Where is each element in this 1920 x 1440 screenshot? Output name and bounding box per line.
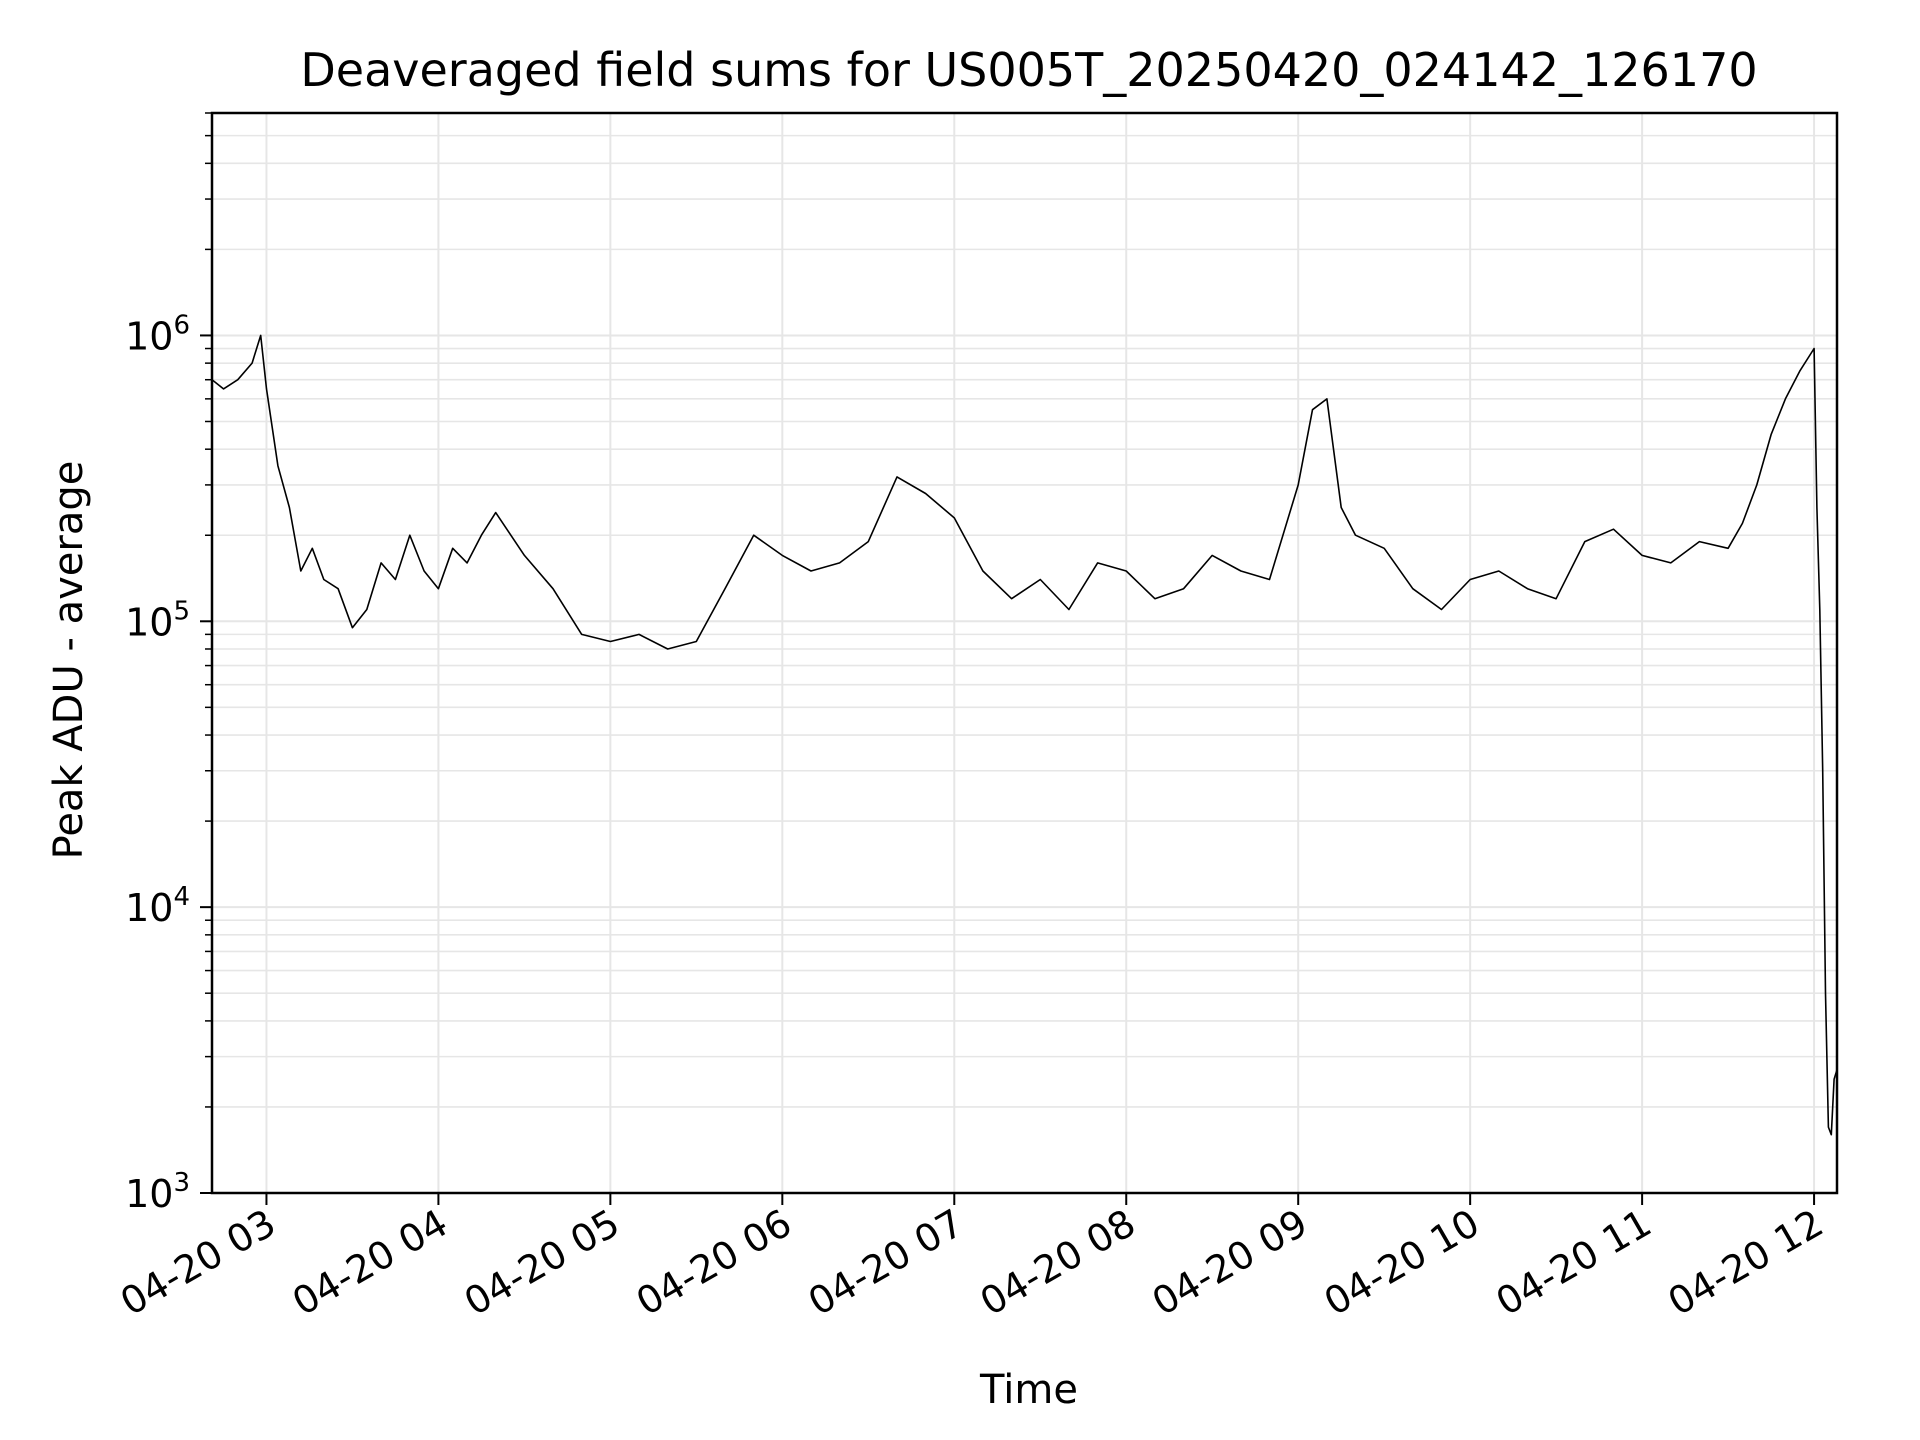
series-line: [211, 334, 1838, 1136]
axes: [210, 111, 1839, 1195]
y-tick-label: 106: [125, 310, 190, 358]
y-tick-label: 103: [125, 1168, 190, 1216]
y-axis-label: Peak ADU - average: [46, 461, 92, 860]
chart-title: Deaveraged field sums for US005T_2025042…: [300, 43, 1757, 97]
y-tick-label: 104: [125, 882, 190, 930]
grid: [212, 112, 1837, 1194]
x-axis-label: Time: [979, 1367, 1078, 1413]
y-tick-label: 105: [125, 596, 190, 644]
y-axis-ticks: 103 104 105 106: [125, 112, 212, 1216]
plot-frame: [210, 111, 1839, 1195]
series-layer: [211, 334, 1838, 1136]
